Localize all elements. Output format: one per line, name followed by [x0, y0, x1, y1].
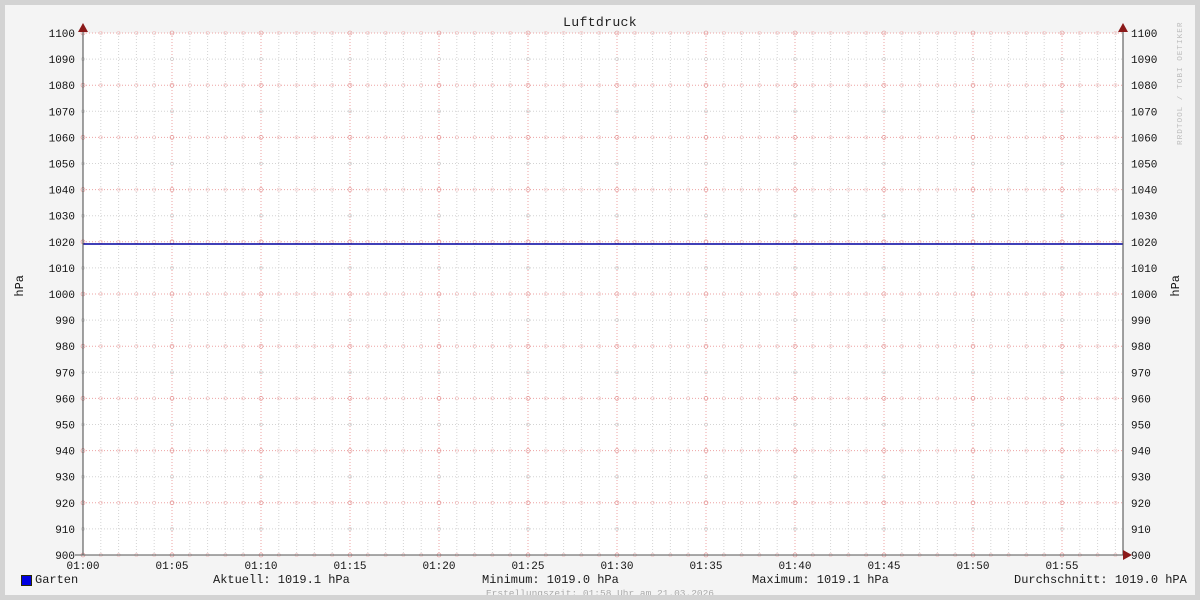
- svg-text:970: 970: [55, 368, 75, 380]
- svg-text:01:30: 01:30: [600, 561, 633, 573]
- svg-text:1060: 1060: [49, 133, 75, 145]
- svg-text:01:55: 01:55: [1045, 561, 1078, 573]
- svg-text:950: 950: [55, 421, 75, 433]
- svg-text:1100: 1100: [49, 29, 75, 41]
- svg-text:1060: 1060: [1131, 133, 1157, 145]
- svg-text:1050: 1050: [1131, 160, 1157, 172]
- svg-text:1080: 1080: [49, 81, 75, 93]
- svg-text:1000: 1000: [1131, 290, 1157, 302]
- svg-text:1080: 1080: [1131, 81, 1157, 93]
- svg-text:01:20: 01:20: [422, 561, 455, 573]
- svg-text:1070: 1070: [49, 107, 75, 119]
- svg-text:01:45: 01:45: [867, 561, 900, 573]
- svg-text:01:40: 01:40: [778, 561, 811, 573]
- svg-text:1070: 1070: [1131, 107, 1157, 119]
- svg-text:01:00: 01:00: [66, 561, 99, 573]
- svg-text:1000: 1000: [49, 290, 75, 302]
- svg-text:950: 950: [1131, 421, 1151, 433]
- svg-text:900: 900: [1131, 551, 1151, 563]
- svg-text:1100: 1100: [1131, 29, 1157, 41]
- svg-text:960: 960: [55, 394, 75, 406]
- svg-text:960: 960: [1131, 394, 1151, 406]
- svg-text:940: 940: [55, 447, 75, 459]
- svg-text:01:10: 01:10: [244, 561, 277, 573]
- svg-text:1020: 1020: [1131, 238, 1157, 250]
- svg-text:930: 930: [1131, 473, 1151, 485]
- svg-text:01:15: 01:15: [333, 561, 366, 573]
- svg-text:1050: 1050: [49, 160, 75, 172]
- svg-text:910: 910: [55, 525, 75, 537]
- svg-text:980: 980: [1131, 342, 1151, 354]
- svg-text:01:25: 01:25: [511, 561, 544, 573]
- svg-text:990: 990: [1131, 316, 1151, 328]
- svg-text:940: 940: [1131, 447, 1151, 459]
- svg-text:920: 920: [55, 499, 75, 511]
- svg-text:1090: 1090: [49, 55, 75, 67]
- svg-text:980: 980: [55, 342, 75, 354]
- svg-text:920: 920: [1131, 499, 1151, 511]
- svg-text:01:35: 01:35: [689, 561, 722, 573]
- svg-text:1040: 1040: [49, 186, 75, 198]
- svg-text:990: 990: [55, 316, 75, 328]
- svg-text:1010: 1010: [1131, 264, 1157, 276]
- svg-text:1020: 1020: [49, 238, 75, 250]
- svg-text:01:50: 01:50: [956, 561, 989, 573]
- svg-text:1040: 1040: [1131, 186, 1157, 198]
- svg-text:910: 910: [1131, 525, 1151, 537]
- svg-text:1010: 1010: [49, 264, 75, 276]
- svg-text:970: 970: [1131, 368, 1151, 380]
- svg-text:1090: 1090: [1131, 55, 1157, 67]
- svg-text:1030: 1030: [1131, 212, 1157, 224]
- svg-text:930: 930: [55, 473, 75, 485]
- svg-text:01:05: 01:05: [155, 561, 188, 573]
- svg-text:1030: 1030: [49, 212, 75, 224]
